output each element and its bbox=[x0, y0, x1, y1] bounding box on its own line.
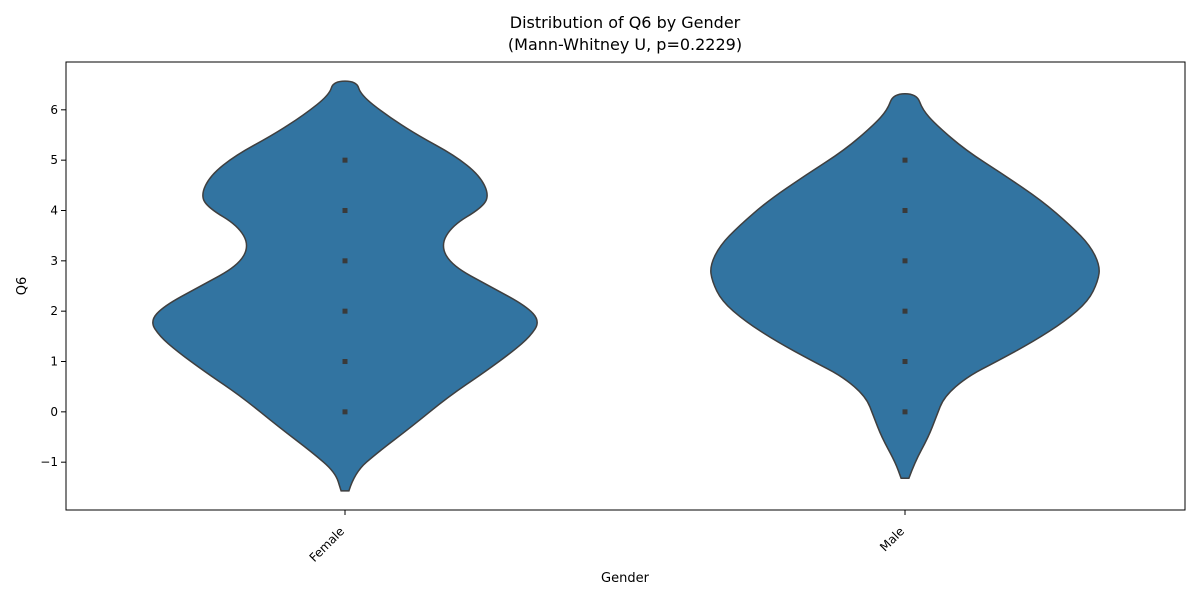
data-point-female-2 bbox=[342, 308, 348, 314]
y-tick-label-5: 5 bbox=[50, 153, 58, 167]
data-point-male-4 bbox=[902, 207, 908, 213]
data-point-female-5 bbox=[342, 157, 348, 163]
data-point-male-3 bbox=[902, 258, 908, 264]
data-point-male-1 bbox=[902, 359, 908, 365]
data-point-male-2 bbox=[902, 308, 908, 314]
point-layer bbox=[342, 157, 908, 415]
violin-layer bbox=[152, 80, 1100, 492]
violin-female bbox=[152, 80, 538, 492]
data-point-female-0 bbox=[342, 409, 348, 415]
chart-title: Distribution of Q6 by Gender bbox=[510, 13, 741, 32]
chart-subtitle: (Mann-Whitney U, p=0.2229) bbox=[508, 35, 742, 54]
x-tick-label-female: Female bbox=[307, 524, 348, 565]
y-tick-label-0: 0 bbox=[50, 405, 58, 419]
x-tick-label-male: Male bbox=[877, 524, 907, 554]
y-tick-label-2: 2 bbox=[50, 304, 58, 318]
data-point-female-1 bbox=[342, 359, 348, 365]
data-point-female-4 bbox=[342, 207, 348, 213]
y-tick-label--1: −1 bbox=[40, 455, 58, 469]
violin-male bbox=[710, 92, 1100, 480]
y-axis: −1 0 1 2 3 4 5 6 bbox=[40, 103, 66, 469]
data-point-female-3 bbox=[342, 258, 348, 264]
data-point-male-0 bbox=[902, 409, 908, 415]
y-tick-label-4: 4 bbox=[50, 203, 58, 217]
x-axis: Female Male bbox=[307, 510, 907, 565]
y-tick-label-6: 6 bbox=[50, 103, 58, 117]
y-tick-label-1: 1 bbox=[50, 355, 58, 369]
x-axis-label: Gender bbox=[601, 571, 650, 586]
y-tick-label-3: 3 bbox=[50, 254, 58, 268]
plot-frame bbox=[65, 61, 1186, 511]
data-point-male-5 bbox=[902, 157, 908, 163]
y-axis-label: Q6 bbox=[15, 277, 30, 296]
